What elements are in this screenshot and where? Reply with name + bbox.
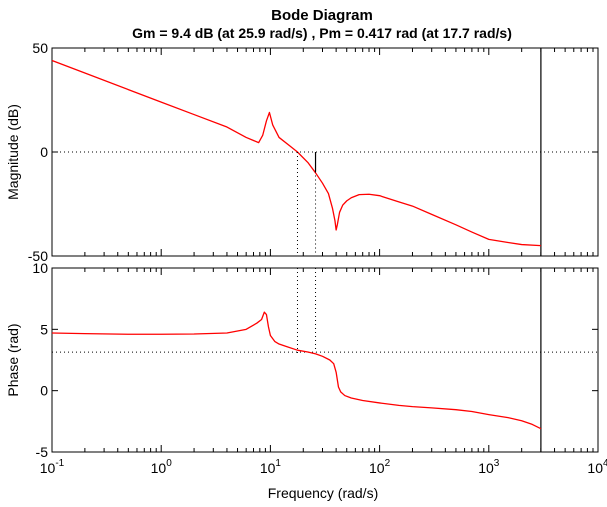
x-axis-label: Frequency (rad/s) [268,485,378,501]
x-tick-label: 103 [478,458,500,476]
response-curve [51,311,542,430]
x-tick-label: 10-1 [40,458,65,476]
y-tick-label: 0 [40,383,48,399]
x-tick-label: 101 [260,458,282,476]
y-axis-label: Phase (rad) [5,323,21,396]
y-tick-label: 5 [40,321,48,337]
y-tick-label: 50 [32,40,48,56]
y-tick-label: -5 [36,444,49,460]
chart-title: Bode Diagram [271,7,373,24]
x-tick-label: 104 [587,458,607,476]
y-tick-label: 0 [40,144,48,160]
response-curve [51,59,541,247]
magnitude-panel: 50 0 -50 Magnitude (dB) [5,40,599,264]
y-tick-label: -50 [28,248,48,264]
y-tick-label: 10 [32,260,48,276]
x-tick-labels: 10-1 100 101 102 103 104 [40,458,607,476]
x-tick-label: 102 [369,458,391,476]
plot-frame [51,267,599,453]
x-tick-label: 100 [151,458,173,476]
y-axis-label: Magnitude (dB) [5,104,21,200]
phase-panel: 10 5 0 -5 Phase (rad) [5,260,599,460]
chart-subtitle: Gm = 9.4 dB (at 25.9 rad/s) , Pm = 0.417… [132,25,512,41]
